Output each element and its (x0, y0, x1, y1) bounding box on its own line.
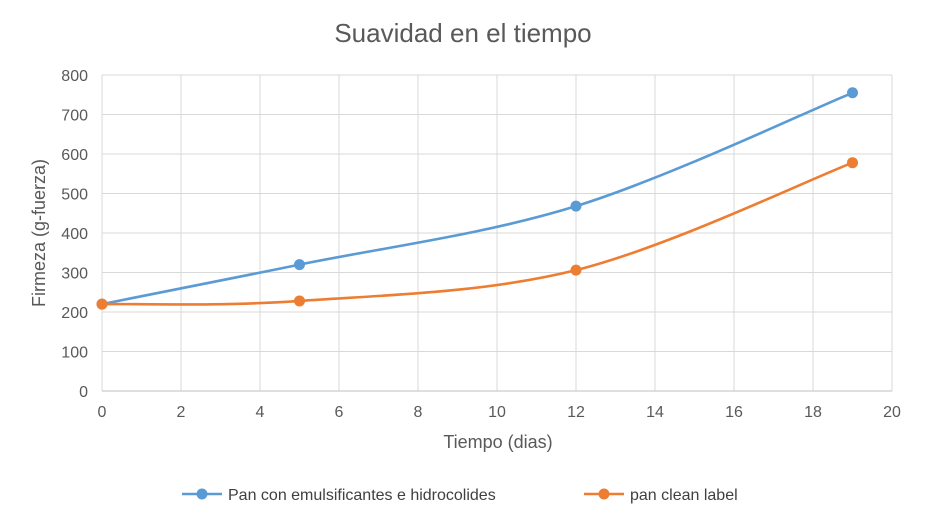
x-tick-label: 20 (883, 404, 901, 421)
x-axis-ticks: 0 2 4 6 8 10 12 14 16 18 20 (98, 404, 901, 421)
series-1 (96, 87, 858, 310)
x-tick-label: 18 (804, 404, 822, 421)
y-tick-label: 300 (61, 266, 88, 283)
x-tick-label: 0 (98, 404, 107, 421)
series-2 (96, 157, 858, 310)
y-tick-label: 200 (61, 305, 88, 322)
series-line (101, 91, 853, 306)
y-tick-label: 700 (61, 108, 88, 125)
y-axis-ticks: 0 100 200 300 400 500 600 700 800 (61, 68, 88, 401)
legend: Pan con emulsificantes e hidrocolides pan… (182, 487, 738, 504)
legend-marker (196, 488, 208, 500)
data-point (294, 295, 305, 307)
chart-title: Suavidad en el tiempo (334, 18, 591, 48)
y-tick-label: 800 (61, 68, 88, 85)
data-point (294, 259, 305, 271)
y-tick-label: 100 (61, 345, 88, 362)
legend-marker (598, 488, 610, 500)
series-line (101, 161, 853, 306)
x-tick-label: 4 (256, 404, 265, 421)
x-tick-label: 14 (646, 404, 664, 421)
x-tick-label: 12 (567, 404, 585, 421)
legend-label: Pan con emulsificantes e hidrocolides (228, 487, 496, 504)
y-tick-label: 400 (61, 226, 88, 243)
x-tick-label: 16 (725, 404, 743, 421)
x-tick-label: 2 (177, 404, 186, 421)
legend-item: pan clean label (584, 487, 738, 504)
y-axis-label: Firmeza (g-fuerza) (29, 159, 49, 307)
x-tick-label: 6 (335, 404, 344, 421)
data-point (570, 200, 582, 212)
x-tick-label: 10 (488, 404, 506, 421)
legend-label: pan clean label (630, 487, 738, 504)
x-axis-label: Tiempo (dias) (443, 432, 552, 452)
data-point (570, 264, 582, 276)
y-tick-label: 600 (61, 147, 88, 164)
data-point (847, 87, 858, 99)
data-point (847, 157, 858, 169)
legend-item: Pan con emulsificantes e hidrocolides (182, 487, 496, 504)
y-tick-label: 500 (61, 187, 88, 204)
y-tick-label: 0 (79, 384, 88, 401)
x-tick-label: 8 (414, 404, 423, 421)
series-layer (96, 87, 858, 310)
grid (101, 74, 893, 391)
data-point (96, 298, 108, 310)
